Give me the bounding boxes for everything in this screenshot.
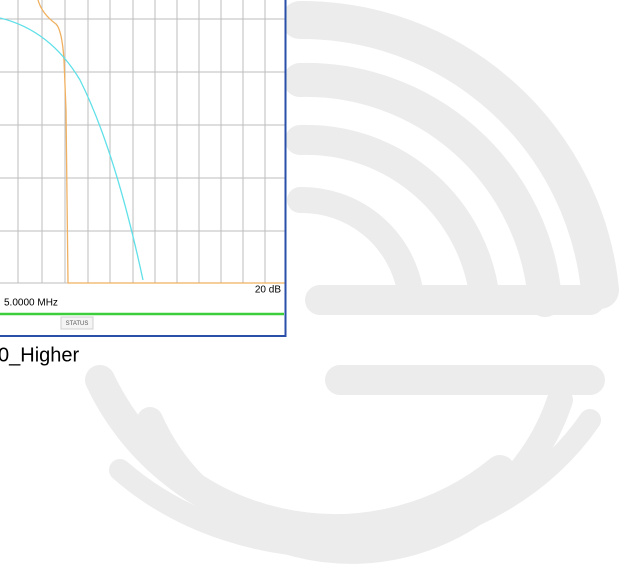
scale-label: 20 dB [255, 285, 281, 296]
status-button[interactable] [60, 316, 94, 330]
frequency-label: 5.0000 MHz [4, 298, 58, 309]
plot-panel: 20 dB 5.0000 MHz STATUS [0, 0, 287, 337]
status-button-label[interactable]: STATUS [66, 321, 89, 327]
cyan-trace [0, 17, 144, 281]
orange-trace [37, 0, 285, 284]
caption: 0_Higher [0, 344, 80, 366]
grid [0, 0, 285, 284]
watermark [85, 0, 619, 564]
